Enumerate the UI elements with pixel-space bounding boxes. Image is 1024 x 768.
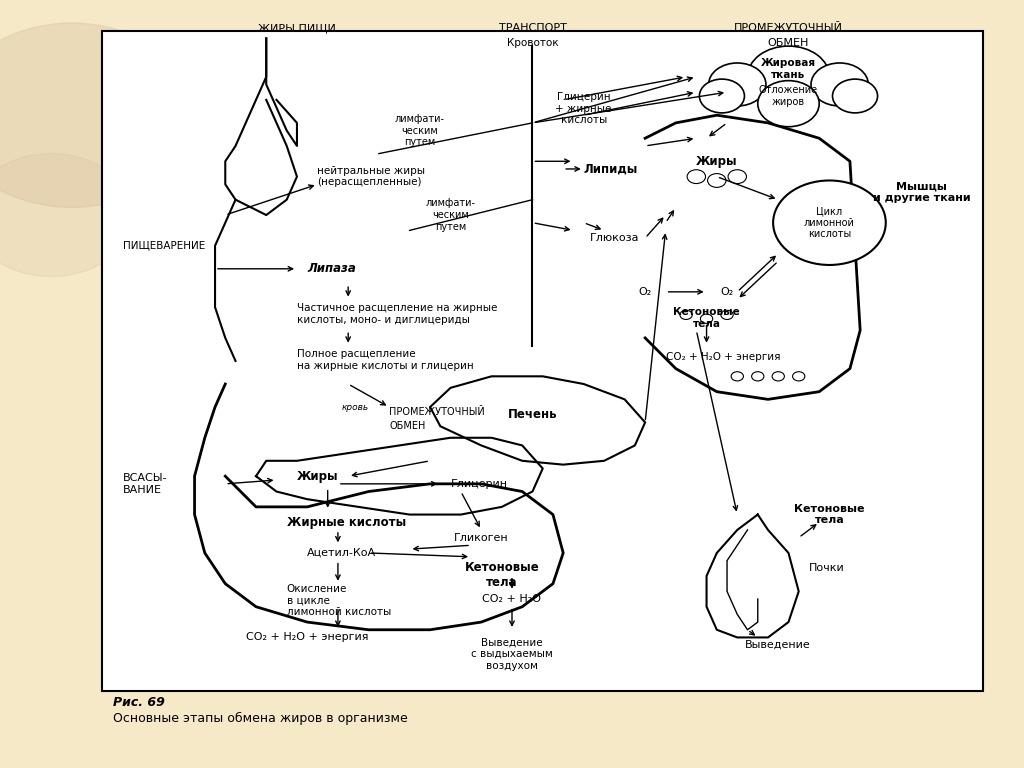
Text: Глицерин: Глицерин	[451, 478, 508, 489]
Circle shape	[752, 372, 764, 381]
Text: Окисление
в цикле
лимонной кислоты: Окисление в цикле лимонной кислоты	[287, 584, 391, 617]
Text: Печень: Печень	[508, 409, 557, 421]
Text: O₂: O₂	[721, 286, 733, 297]
Text: ПРОМЕЖУТОЧНЫЙ: ПРОМЕЖУТОЧНЫЙ	[734, 23, 843, 33]
Circle shape	[699, 79, 744, 113]
Text: Жирные кислоты: Жирные кислоты	[287, 516, 406, 528]
Circle shape	[773, 180, 886, 265]
Text: CO₂ + H₂O + энергия: CO₂ + H₂O + энергия	[246, 632, 369, 643]
Circle shape	[728, 170, 746, 184]
Text: ТРАНСПОРТ: ТРАНСПОРТ	[499, 23, 566, 33]
Circle shape	[0, 23, 195, 207]
Circle shape	[833, 79, 878, 113]
Text: ОБМЕН: ОБМЕН	[389, 421, 426, 431]
Text: Рис. 69: Рис. 69	[113, 697, 165, 709]
Text: Жиры: Жиры	[696, 155, 737, 167]
Text: Основные этапы обмена жиров в организме: Основные этапы обмена жиров в организме	[113, 711, 408, 725]
Text: кровь: кровь	[342, 402, 369, 412]
FancyBboxPatch shape	[102, 31, 983, 691]
Text: Частичное расщепление на жирные
кислоты, моно- и диглицериды: Частичное расщепление на жирные кислоты,…	[297, 303, 498, 325]
Text: Жиры: Жиры	[297, 470, 338, 482]
Text: Ацетил-КоА: Ацетил-КоА	[307, 548, 377, 558]
Circle shape	[811, 63, 868, 106]
Text: Кетоновые
тела: Кетоновые тела	[795, 504, 864, 525]
Text: Выведение
с выдыхаемым
воздухом: Выведение с выдыхаемым воздухом	[471, 637, 553, 670]
Circle shape	[748, 46, 829, 108]
Text: Кровоток: Кровоток	[507, 38, 558, 48]
Text: Липаза: Липаза	[307, 263, 356, 275]
Text: Отложение
жиров: Отложение жиров	[759, 85, 818, 107]
Text: ПРОМЕЖУТОЧНЫЙ: ПРОМЕЖУТОЧНЫЙ	[389, 407, 485, 417]
Polygon shape	[430, 376, 645, 465]
Text: CO₂ + H₂O + энергия: CO₂ + H₂O + энергия	[666, 352, 780, 362]
Text: нейтральные жиры
(нерасщепленные): нейтральные жиры (нерасщепленные)	[317, 166, 425, 187]
Text: Цикл
лимонной
кислоты: Цикл лимонной кислоты	[804, 206, 855, 240]
Text: Полное расщепление
на жирные кислоты и глицерин: Полное расщепление на жирные кислоты и г…	[297, 349, 474, 371]
Text: Гликоген: Гликоген	[454, 532, 509, 543]
Text: ВСАСЫ-
ВАНИЕ: ВСАСЫ- ВАНИЕ	[123, 473, 168, 495]
Circle shape	[0, 154, 133, 276]
Circle shape	[758, 81, 819, 127]
Circle shape	[731, 372, 743, 381]
Text: лимфати-
ческим
путем: лимфати- ческим путем	[395, 114, 444, 147]
Text: Выведение: Выведение	[745, 640, 811, 650]
Circle shape	[680, 310, 692, 319]
Text: Почки: Почки	[809, 563, 845, 574]
Text: O₂: O₂	[639, 286, 651, 297]
Text: Мышцы
и другие ткани: Мышцы и другие ткани	[872, 181, 971, 203]
Circle shape	[721, 310, 733, 319]
Text: ПИЩЕВАРЕНИЕ: ПИЩЕВАРЕНИЕ	[123, 240, 205, 251]
Text: Жировая
ткань: Жировая ткань	[761, 58, 816, 80]
Text: Глюкоза: Глюкоза	[590, 233, 639, 243]
Text: Липиды: Липиды	[584, 163, 638, 175]
Text: Кетоновые
тела: Кетоновые тела	[465, 561, 539, 588]
Text: лимфати-
ческим
путем: лимфати- ческим путем	[426, 198, 475, 232]
Text: ЖИРЫ ПИЩИ: ЖИРЫ ПИЩИ	[258, 23, 336, 33]
Text: CO₂ + H₂O: CO₂ + H₂O	[482, 594, 542, 604]
Text: Кетоновые
тела: Кетоновые тела	[673, 307, 740, 329]
Circle shape	[709, 63, 766, 106]
Circle shape	[700, 314, 713, 323]
Circle shape	[772, 372, 784, 381]
Circle shape	[793, 372, 805, 381]
Circle shape	[687, 170, 706, 184]
Text: ОБМЕН: ОБМЕН	[768, 38, 809, 48]
Circle shape	[708, 174, 726, 187]
Text: Глицерин
+ жирные
кислоты: Глицерин + жирные кислоты	[555, 92, 612, 125]
